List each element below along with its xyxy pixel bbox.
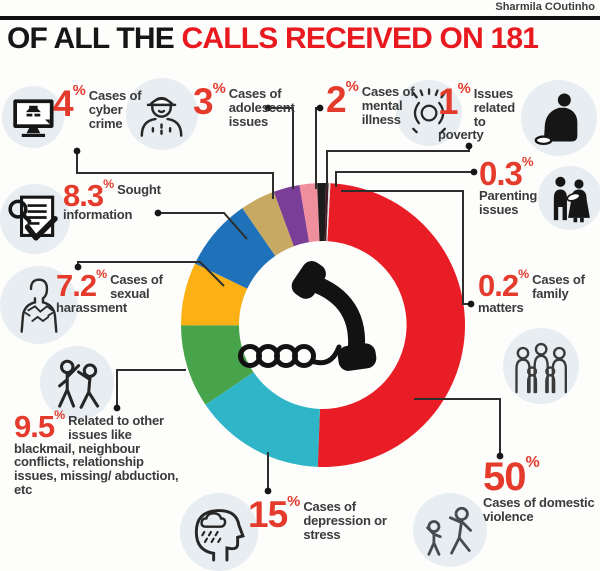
head-in-hands-icon — [396, 80, 462, 146]
callout-cyber-crime: 4% Cases of cyber crime — [53, 82, 145, 131]
pct-label: Cases of mental illness — [361, 84, 415, 127]
woman-figure-icon — [0, 266, 78, 344]
pct-label: Sought information — [63, 182, 161, 223]
telephone-handset-icon — [238, 261, 377, 371]
donut-slices — [180, 182, 466, 467]
pct-label: Cases of cyber crime — [88, 88, 142, 131]
donut-slice — [205, 372, 320, 467]
callout-sexual-harassment: 7.2% Cases of sexual harassment — [56, 267, 180, 315]
donut-slice — [317, 182, 326, 242]
pct-label: Cases of family matters — [478, 272, 585, 315]
donut-slice — [180, 263, 248, 326]
pct-label: Issues related to poverty — [438, 86, 515, 143]
domestic-violence-icon — [413, 493, 487, 567]
hacker-monitor-icon — [2, 86, 64, 148]
pct-label: Cases of domestic violence — [483, 494, 595, 524]
parents-with-baby-icon — [538, 166, 600, 230]
callout-parenting-issues: 0.3% Parenting issues — [479, 154, 575, 217]
callout-domestic-violence: 50% Cases of domestic violence — [483, 454, 595, 524]
pct-label: Related to other issues like blackmail, … — [14, 413, 179, 497]
pct-value: 8.3% — [63, 177, 115, 213]
sad-head-rain-icon — [180, 493, 258, 571]
document-search-check-icon — [0, 184, 70, 254]
pct-value: 4% — [53, 82, 86, 124]
beggar-icon — [521, 80, 597, 156]
title-red: CALLS RECEIVED ON 181 — [181, 22, 539, 55]
page-title: OF ALL THE CALLS RECEIVED ON 181 — [7, 22, 597, 56]
pct-value: 50% — [483, 454, 540, 499]
pct-value: 15% — [248, 493, 301, 535]
family-group-icon — [503, 328, 579, 404]
leader-lines — [73, 104, 504, 495]
pct-value: 7.2% — [56, 267, 108, 303]
pct-label: Cases of adolescent issues — [228, 86, 295, 129]
callout-depression-stress: 15% Cases of depression or stress — [248, 493, 396, 542]
donut-slice — [273, 184, 310, 247]
pct-value: 0.2% — [478, 267, 530, 303]
pct-value: 1% — [438, 80, 471, 122]
leader-dots — [73, 104, 504, 495]
pct-label: Parenting issues — [479, 188, 538, 217]
callout-mental-illness: 2% Cases of mental illness — [326, 78, 416, 127]
donut-slice — [195, 208, 276, 289]
divider-rule — [0, 16, 600, 20]
donut-slice — [242, 191, 294, 256]
callout-other-issues: 9.5% Related to other issues like blackm… — [14, 408, 186, 497]
donut-slice — [317, 183, 466, 467]
donut-slice — [326, 183, 331, 242]
callout-family-matters: 0.2% Cases of family matters — [478, 267, 594, 315]
people-fighting-icon — [40, 346, 114, 420]
boy-with-cap-icon — [126, 78, 198, 150]
callout-adolescent-issues: 3% Cases of adolescent issues — [193, 80, 295, 129]
donut-slice — [299, 183, 320, 243]
pct-value: 3% — [193, 80, 226, 122]
callout-poverty: 1% Issues related to poverty — [438, 80, 526, 143]
pct-label: Cases of depression or stress — [303, 499, 387, 542]
pct-value: 9.5% — [14, 408, 66, 444]
donut-slice — [181, 325, 254, 405]
pct-label: Cases of sexual harassment — [56, 272, 163, 315]
pct-value: 2% — [326, 78, 359, 120]
title-black: OF ALL THE — [7, 22, 182, 55]
donut-slice — [324, 183, 329, 242]
pct-value: 0.3% — [479, 154, 534, 192]
callout-sought-information: 8.3% Sought information — [63, 177, 171, 223]
author-credit: Sharmila COutinho — [495, 1, 595, 13]
phone-cord-icon — [238, 344, 342, 368]
